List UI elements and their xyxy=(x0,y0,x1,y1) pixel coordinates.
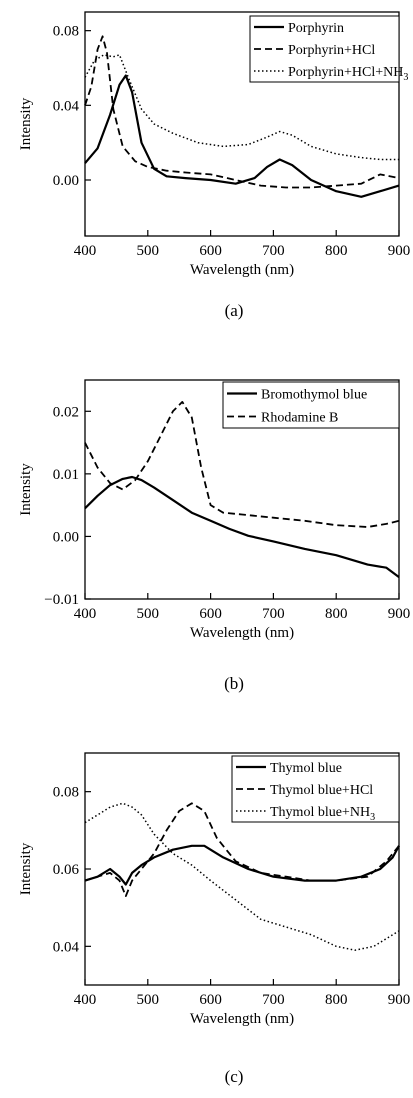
plot-frame xyxy=(84,11,400,237)
panel-caption: (c) xyxy=(225,1067,244,1086)
x-tick-label: 800 xyxy=(325,606,348,622)
y-tick-label: 0.08 xyxy=(53,24,79,40)
legend-label-1: Porphyrin xyxy=(288,21,344,36)
series-line-2 xyxy=(84,35,400,189)
x-tick-label: 500 xyxy=(137,992,160,1008)
y-tick-label: 0.01 xyxy=(53,467,79,483)
legend-label-1: Bromothymol blue xyxy=(261,388,367,403)
x-tick-label: 900 xyxy=(388,606,411,622)
legend: Porphyrin Porphyrin+HCl Porphyrin+HCl+NH3 xyxy=(249,15,408,83)
x-tick-label: 600 xyxy=(199,243,222,259)
x-tick-label: 900 xyxy=(388,992,411,1008)
y-tick-label: 0.04 xyxy=(53,98,80,114)
chart-panel-b: 400 500 600 700 800 900 −0.01 0.00 0.01 0.02 Wavel… xyxy=(18,379,411,693)
panel-caption: (b) xyxy=(224,674,244,693)
x-tick-label: 600 xyxy=(199,992,222,1008)
series-line-1 xyxy=(84,74,400,198)
chart-panel-a: 400 500 600 700 800 900 0.00 0.04 0.08 Wavelength… xyxy=(18,11,411,320)
x-axis-label: Wavelength (nm) xyxy=(190,1011,294,1027)
y-axis-label: Intensity xyxy=(18,97,34,150)
panel-caption: (a) xyxy=(225,301,244,320)
series-line-1 xyxy=(84,475,400,578)
y-axis-label: Intensity xyxy=(18,842,34,895)
legend-label-3: Thymol blue+NH3 xyxy=(270,805,375,823)
y-tick-label: 0.02 xyxy=(53,404,79,420)
x-axis-label: Wavelength (nm) xyxy=(190,625,294,641)
plot-frame xyxy=(84,379,400,600)
x-tick-label: 700 xyxy=(262,243,285,259)
x-tick-label: 900 xyxy=(388,243,411,259)
y-tick-label: 0.04 xyxy=(53,939,80,955)
x-tick-label: 800 xyxy=(325,243,348,259)
x-axis-label: Wavelength (nm) xyxy=(190,262,294,278)
x-tick-label: 600 xyxy=(199,606,222,622)
x-tick-label: 400 xyxy=(74,992,97,1008)
x-tick-label: 500 xyxy=(137,243,160,259)
y-axis-label: Intensity xyxy=(18,463,34,516)
series-line-3 xyxy=(84,802,400,951)
y-tick-label: 0.00 xyxy=(53,173,79,189)
chart-panel-c: 400 500 600 700 800 900 0.04 0.06 0.08 Wavelength… xyxy=(18,752,411,1086)
y-tick-label: 0.06 xyxy=(53,862,80,878)
legend-label-2: Thymol blue+HCl xyxy=(270,783,373,798)
x-tick-label: 400 xyxy=(74,606,97,622)
y-tick-label: −0.01 xyxy=(44,592,79,608)
series-line-2 xyxy=(84,802,400,897)
legend: Bromothymol blue Rhodamine B xyxy=(222,381,400,429)
y-tick-label: 0.00 xyxy=(53,529,79,545)
x-tick-label: 400 xyxy=(74,243,97,259)
legend: Thymol blue Thymol blue+HCl Thymol blue+NH… xyxy=(231,755,400,823)
legend-label-2: Porphyrin+HCl xyxy=(288,43,375,58)
series-line-2 xyxy=(84,401,400,528)
x-tick-label: 700 xyxy=(262,606,285,622)
series-line-3 xyxy=(84,54,399,161)
legend-label-1: Thymol blue xyxy=(270,761,342,776)
x-tick-label: 700 xyxy=(262,992,285,1008)
legend-label-2: Rhodamine B xyxy=(261,411,338,426)
x-tick-label: 500 xyxy=(137,606,160,622)
legend-box xyxy=(222,381,400,429)
legend-label-3: Porphyrin+HCl+NH3 xyxy=(288,65,408,83)
y-tick-label: 0.08 xyxy=(53,785,79,801)
series-line-1 xyxy=(84,844,400,886)
x-tick-label: 800 xyxy=(325,992,348,1008)
